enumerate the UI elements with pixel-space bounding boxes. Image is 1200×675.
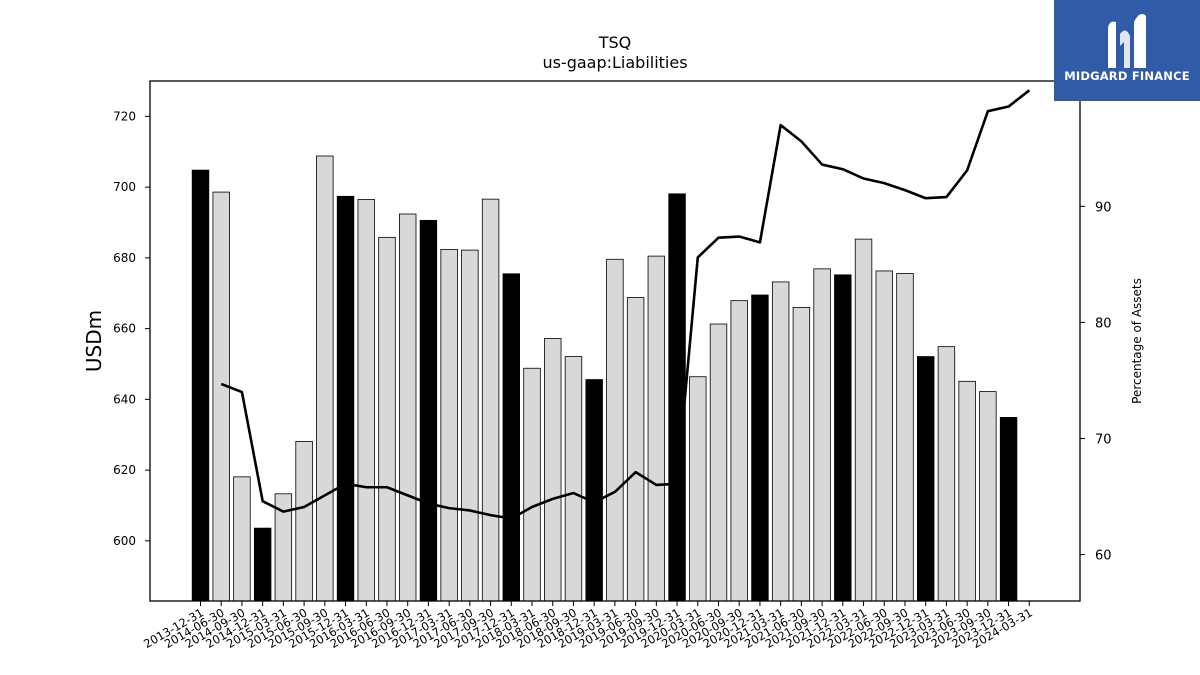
- y2-tick-label: 90: [1095, 200, 1112, 215]
- bar-2016-06-30: [378, 236, 396, 602]
- bar-2016-09-30: [398, 213, 417, 602]
- y-tick-label: 720: [113, 109, 136, 123]
- bar-2017-09-30: [481, 198, 500, 602]
- bar-2019-12-31: [668, 193, 686, 602]
- y-tick-label: 700: [113, 180, 136, 194]
- line-group: [220, 89, 1031, 520]
- bar-2020-03-31: [689, 376, 707, 602]
- logo-mark-icon: [1108, 14, 1146, 69]
- left-axis: 600 620 640 660 680 700 720: [113, 109, 150, 548]
- bar-2019-09-30: [647, 255, 666, 602]
- bar-2019-03-31: [606, 258, 624, 602]
- bar-2018-03-31: [523, 367, 541, 602]
- x-axis: 2013-12-312014-06-302014-09-302014-12-31…: [141, 601, 1035, 651]
- right-axis: 60708090100: [1080, 84, 1120, 564]
- y-tick-label: 640: [113, 392, 136, 406]
- bar-2013-12-31: [191, 169, 210, 602]
- bar-2022-06-30: [875, 270, 893, 602]
- bar-2023-12-31: [999, 417, 1018, 602]
- bar-2016-03-31: [357, 199, 375, 602]
- bar-2021-06-30: [792, 306, 811, 602]
- bar-2017-03-31: [440, 248, 458, 602]
- logo-text: MIDGARD FINANCE: [1064, 69, 1190, 83]
- bar-2015-09-30: [316, 155, 334, 602]
- y-tick-label: 660: [113, 322, 136, 336]
- bar-2014-12-31: [253, 527, 272, 602]
- bar-2023-09-30: [979, 391, 997, 602]
- bar-2017-12-31: [502, 273, 521, 602]
- logo: MIDGARD FINANCE: [1054, 0, 1200, 101]
- y2-tick-label: 70: [1095, 433, 1112, 448]
- bar-2016-12-31: [419, 219, 438, 602]
- percentage-line: [220, 89, 1031, 520]
- y-tick-label: 680: [113, 251, 136, 265]
- bar-2020-06-30: [709, 323, 728, 602]
- bar-2014-06-30: [212, 191, 230, 602]
- bar-2020-09-30: [730, 300, 748, 602]
- chart-title: TSQ: [598, 33, 632, 52]
- bar-group: [191, 155, 1018, 602]
- bar-2015-12-31: [336, 195, 355, 602]
- bar-2014-09-30: [233, 476, 251, 602]
- y2-tick-label: 80: [1095, 316, 1112, 331]
- bar-2017-06-30: [461, 249, 479, 602]
- bar-2021-12-31: [834, 274, 852, 602]
- bar-2020-12-31: [751, 294, 769, 602]
- bar-2018-06-30: [544, 338, 562, 602]
- bar-2018-12-31: [585, 379, 603, 602]
- y2-tick-label: 60: [1095, 549, 1112, 564]
- bar-2023-06-30: [958, 380, 976, 602]
- bar-2018-09-30: [564, 356, 583, 602]
- bar-2021-03-31: [771, 281, 790, 602]
- bar-2022-03-31: [854, 238, 873, 602]
- y2-axis-label: Percentage of Assets: [1130, 278, 1144, 404]
- bar-2019-06-30: [626, 297, 645, 602]
- bar-2015-06-30: [295, 441, 313, 602]
- bar-2022-12-31: [917, 356, 935, 602]
- y-axis-label: USDm: [82, 310, 106, 372]
- bar-2023-03-31: [937, 346, 956, 602]
- chart-subtitle: us-gaap:Liabilities: [542, 53, 687, 72]
- y-tick-label: 600: [113, 534, 136, 548]
- y-tick-label: 620: [113, 463, 136, 477]
- bar-2021-09-30: [813, 268, 831, 602]
- bar-2022-09-30: [896, 273, 914, 602]
